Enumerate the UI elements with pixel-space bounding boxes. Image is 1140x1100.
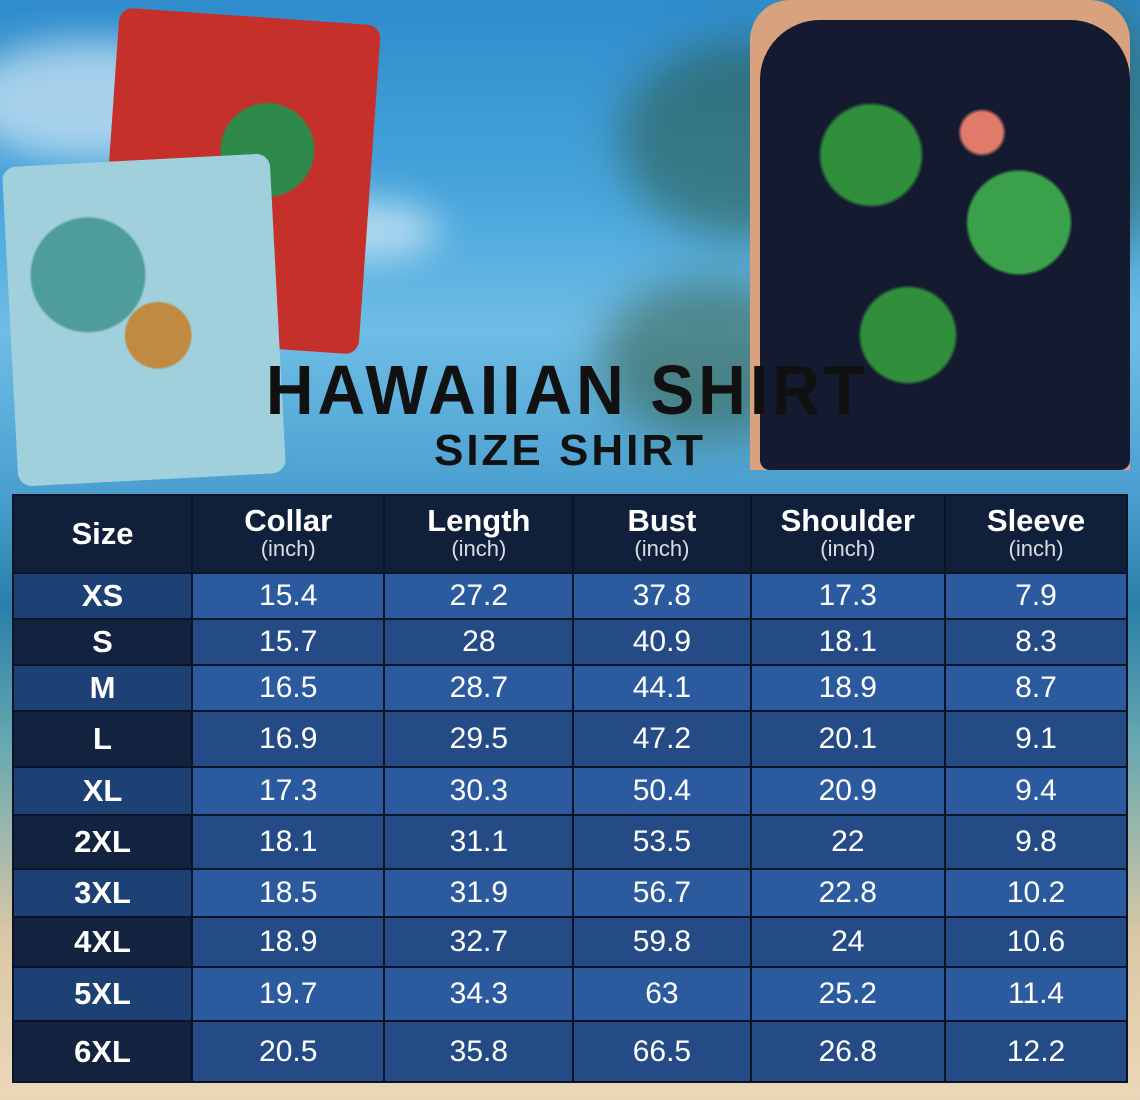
measurement-cell: 31.9: [383, 868, 575, 918]
measurement-cell: 56.7: [572, 868, 752, 918]
size-cell: XL: [11, 766, 194, 816]
measurement-cell: 22: [749, 814, 947, 870]
column-header-sleeve: Sleeve (inch): [944, 494, 1128, 574]
flamingo-shirt-image: [760, 20, 1130, 470]
size-cell: 2XL: [11, 814, 194, 870]
measurement-cell: 53.5: [572, 814, 752, 870]
table-row: L 16.9 29.5 47.2 20.1 9.1: [11, 710, 1128, 768]
measurement-cell: 20.9: [749, 766, 947, 816]
column-header-shoulder: Shoulder (inch): [749, 494, 947, 574]
measurement-cell: 40.9: [572, 618, 752, 666]
size-cell: 5XL: [11, 966, 194, 1022]
measurement-cell: 27.2: [383, 572, 575, 620]
column-header-unit: (inch): [820, 536, 876, 561]
table-row: 5XL 19.7 34.3 63 25.2 11.4: [11, 966, 1128, 1022]
size-cell: XS: [11, 572, 194, 620]
column-header-label: Sleeve: [986, 503, 1086, 538]
table-row: S 15.7 28 40.9 18.1 8.3: [11, 618, 1128, 666]
column-header-label: Length: [427, 503, 531, 538]
measurement-cell: 50.4: [572, 766, 752, 816]
table-row: 3XL 18.5 31.9 56.7 22.8 10.2: [11, 868, 1128, 918]
table-row: XL 17.3 30.3 50.4 20.9 9.4: [11, 766, 1128, 816]
size-cell: M: [11, 664, 194, 712]
measurement-cell: 18.1: [749, 618, 947, 666]
size-cell: L: [11, 710, 194, 768]
measurement-cell: 22.8: [749, 868, 947, 918]
measurement-cell: 63: [572, 966, 752, 1022]
measurement-cell: 35.8: [383, 1020, 575, 1083]
measurement-cell: 30.3: [383, 766, 575, 816]
measurement-cell: 32.7: [383, 916, 575, 968]
column-header-length: Length (inch): [383, 494, 575, 574]
column-header-unit: (inch): [260, 536, 316, 561]
table-row: M 16.5 28.7 44.1 18.9 8.7: [11, 664, 1128, 712]
measurement-cell: 12.2: [944, 1020, 1128, 1083]
size-cell: 3XL: [11, 868, 194, 918]
measurement-cell: 59.8: [572, 916, 752, 968]
column-header-unit: (inch): [1008, 536, 1064, 561]
measurement-cell: 8.3: [944, 618, 1128, 666]
measurement-cell: 17.3: [749, 572, 947, 620]
measurement-cell: 17.3: [191, 766, 386, 816]
measurement-cell: 16.9: [191, 710, 386, 768]
measurement-cell: 9.1: [944, 710, 1128, 768]
measurement-cell: 31.1: [383, 814, 575, 870]
measurement-cell: 19.7: [191, 966, 386, 1022]
measurement-cell: 7.9: [944, 572, 1128, 620]
measurement-cell: 20.1: [749, 710, 947, 768]
measurement-cell: 16.5: [191, 664, 386, 712]
measurement-cell: 66.5: [572, 1020, 752, 1083]
column-header-label: Bust: [627, 503, 697, 538]
measurement-cell: 15.4: [191, 572, 386, 620]
measurement-cell: 18.9: [749, 664, 947, 712]
measurement-cell: 18.5: [191, 868, 386, 918]
measurement-cell: 28: [383, 618, 575, 666]
measurement-cell: 47.2: [572, 710, 752, 768]
table-row: XS 15.4 27.2 37.8 17.3 7.9: [11, 572, 1128, 620]
column-header-size: Size: [11, 494, 194, 574]
measurement-cell: 28.7: [383, 664, 575, 712]
header-row: Size Collar (inch) Length (inch) Bust (inch) Sh…: [11, 494, 1128, 574]
column-header-collar: Collar (inch): [191, 494, 386, 574]
column-header-unit: (inch): [451, 536, 507, 561]
measurement-cell: 18.1: [191, 814, 386, 870]
column-header-bust: Bust (inch): [572, 494, 752, 574]
measurement-cell: 18.9: [191, 916, 386, 968]
table-row: 4XL 18.9 32.7 59.8 24 10.6: [11, 916, 1128, 968]
measurement-cell: 8.7: [944, 664, 1128, 712]
table-row: 6XL 20.5 35.8 66.5 26.8 12.2: [11, 1020, 1128, 1083]
measurement-cell: 20.5: [191, 1020, 386, 1083]
measurement-cell: 11.4: [944, 966, 1128, 1022]
measurement-cell: 9.8: [944, 814, 1128, 870]
column-header-label: Collar: [244, 503, 333, 538]
measurement-cell: 44.1: [572, 664, 752, 712]
measurement-cell: 26.8: [749, 1020, 947, 1083]
page-subtitle: SIZE SHIRT: [433, 426, 707, 475]
size-table: Size Collar (inch) Length (inch) Bust (inch) Sh…: [11, 494, 1128, 1083]
measurement-cell: 24: [749, 916, 947, 968]
measurement-cell: 10.2: [944, 868, 1128, 918]
measurement-cell: 34.3: [383, 966, 575, 1022]
measurement-cell: 15.7: [191, 618, 386, 666]
table-row: 2XL 18.1 31.1 53.5 22 9.8: [11, 814, 1128, 870]
column-header-label: Shoulder: [780, 503, 915, 538]
size-cell: 4XL: [11, 916, 194, 968]
measurement-cell: 25.2: [749, 966, 947, 1022]
size-cell: 6XL: [11, 1020, 194, 1083]
page-title: HAWAIIAN SHIRT: [265, 351, 869, 429]
column-header-label: Size: [71, 516, 134, 551]
column-header-unit: (inch): [634, 536, 690, 561]
measurement-cell: 29.5: [383, 710, 575, 768]
measurement-cell: 9.4: [944, 766, 1128, 816]
measurement-cell: 10.6: [944, 916, 1128, 968]
measurement-cell: 37.8: [572, 572, 752, 620]
size-cell: S: [11, 618, 194, 666]
